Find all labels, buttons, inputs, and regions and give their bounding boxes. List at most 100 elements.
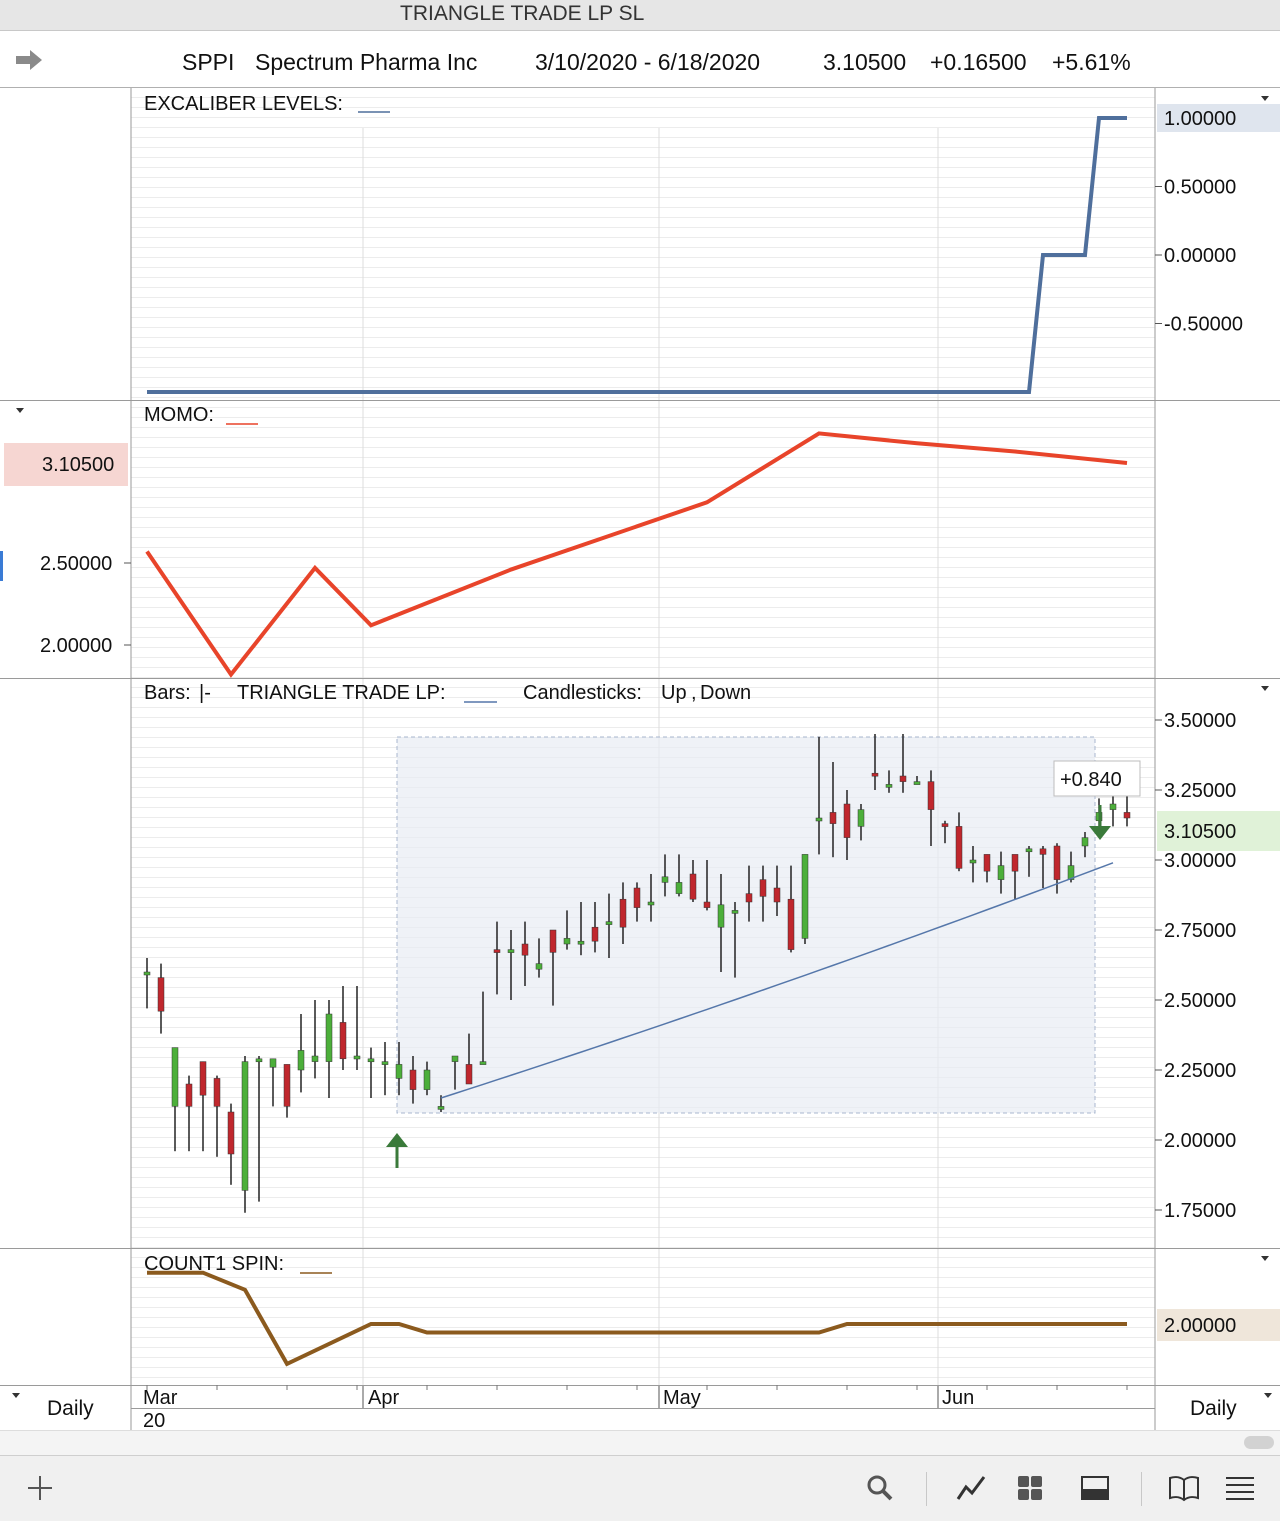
candle-body <box>507 949 515 953</box>
candle-body <box>255 1058 263 1063</box>
candle-body <box>885 784 893 788</box>
candle-body <box>619 898 627 928</box>
bars-swatch: |- <box>199 682 211 704</box>
toolbar-separator <box>926 1472 927 1506</box>
forward-arrow-icon[interactable] <box>14 49 44 77</box>
candle-body <box>1123 812 1131 819</box>
y-tick-label: 0.00000 <box>1164 245 1236 267</box>
momo-side-marker <box>0 551 3 581</box>
scroll-thumb[interactable] <box>1244 1436 1274 1449</box>
excaliber-line <box>147 116 1127 394</box>
candle-body <box>773 887 781 903</box>
symbol: SPPI <box>182 49 235 75</box>
count1-plot-bg <box>131 1249 1155 1385</box>
grid-icon[interactable] <box>1012 1470 1048 1506</box>
momo-menu-icon[interactable] <box>16 408 24 413</box>
candle-body <box>633 887 641 908</box>
count1-menu-icon[interactable] <box>1261 1256 1269 1261</box>
price-menu-icon[interactable] <box>1261 686 1269 691</box>
frequency-left[interactable]: Daily <box>47 1397 94 1420</box>
y-tick-label: 2.25000 <box>1164 1060 1236 1082</box>
candle-body <box>591 926 599 942</box>
candle-body <box>297 1050 305 1071</box>
company-name: Spectrum Pharma Inc <box>255 49 478 75</box>
excaliber-current-label: 1.00000 <box>1164 108 1236 130</box>
count1-title: COUNT1 SPIN: <box>144 1253 284 1275</box>
candle-body <box>325 1013 333 1062</box>
candle-body <box>381 1061 389 1065</box>
candle-body <box>731 910 739 914</box>
month-may: May <box>663 1387 701 1409</box>
chart-area[interactable]: EXCALIBER LEVELS: 0.50000 0.00000 -0.50000… <box>0 88 1280 1430</box>
date-range: 3/10/2020 - 6/18/2020 <box>535 49 761 75</box>
candle-body <box>521 943 529 956</box>
y-tick-label: 2.50000 <box>40 553 112 575</box>
momo-plot-bg <box>131 401 1155 678</box>
moving-average-line <box>440 862 1114 1099</box>
excaliber-title: EXCALIBER LEVELS: <box>144 93 343 115</box>
book-icon[interactable] <box>1166 1470 1202 1506</box>
candle-body <box>563 938 571 945</box>
month-apr: Apr <box>368 1387 399 1409</box>
candle-body <box>227 1111 235 1155</box>
window-titlebar: TRIANGLE TRADE LP SL <box>0 0 1280 31</box>
excaliber-y-axis: 0.50000 0.00000 -0.50000 <box>1155 177 1243 336</box>
candle-body <box>899 775 907 782</box>
plus-icon[interactable] <box>22 1470 58 1506</box>
candle-body <box>199 1061 207 1096</box>
candle-body <box>843 803 851 838</box>
x-axis-ticks <box>146 1385 1128 1390</box>
candle-body <box>787 898 795 950</box>
momo-title: MOMO: <box>144 404 214 426</box>
candle-body <box>913 781 921 785</box>
candle-body <box>647 901 655 906</box>
candle-body <box>1039 848 1047 855</box>
panel-borders <box>0 88 1280 1430</box>
horizontal-scrollbar[interactable] <box>0 1430 1280 1455</box>
freq-right-menu-icon[interactable] <box>1264 1393 1272 1398</box>
bars-label: Bars: <box>144 682 191 704</box>
freq-left-menu-icon[interactable] <box>12 1393 20 1398</box>
candle-body <box>171 1047 179 1107</box>
buy-arrow-icon <box>386 1133 408 1168</box>
triangle-label: TRIANGLE TRADE LP: <box>237 682 446 704</box>
month-jun: Jun <box>942 1387 974 1409</box>
candle-body <box>423 1069 431 1090</box>
y-tick-label: 1.75000 <box>1164 1200 1236 1222</box>
candle-body <box>829 812 837 824</box>
candle-body <box>493 949 501 953</box>
momo-current-label: 3.10500 <box>42 454 114 476</box>
count1-current-label: 2.00000 <box>1164 1315 1236 1337</box>
candle-body <box>479 1061 487 1065</box>
candle-body <box>759 879 767 897</box>
candle-body <box>927 781 935 810</box>
candle-body <box>409 1069 417 1090</box>
candle-body <box>801 854 809 939</box>
symbol-info-bar: SPPI Spectrum Pharma Inc 3/10/2020 - 6/1… <box>0 31 1280 88</box>
candle-body <box>311 1055 319 1062</box>
menu-icon[interactable] <box>1222 1470 1258 1506</box>
y-tick-label: 2.50000 <box>1164 990 1236 1012</box>
candle-body <box>367 1058 375 1063</box>
frequency-right[interactable]: Daily <box>1190 1397 1237 1420</box>
y-tick-label: 2.00000 <box>40 635 112 657</box>
panel-icon[interactable] <box>1077 1470 1113 1506</box>
gain-callout <box>1053 760 1141 797</box>
y-tick-label: 0.50000 <box>1164 177 1236 199</box>
excaliber-menu-icon[interactable] <box>1261 96 1269 101</box>
candle-body <box>605 921 613 925</box>
candle-body <box>1067 865 1075 880</box>
candle-body <box>941 823 949 827</box>
y-tick-label: 3.25000 <box>1164 780 1236 802</box>
y-tick-label: 3.50000 <box>1164 710 1236 732</box>
candle-body <box>675 882 683 894</box>
candle-body <box>339 1022 347 1060</box>
y-tick-label: -0.50000 <box>1164 314 1243 336</box>
count1-current-badge <box>1157 1309 1280 1341</box>
momo-line <box>145 431 1128 678</box>
price-change-pct: +5.61% <box>1052 49 1131 75</box>
candle-body <box>241 1061 249 1191</box>
search-icon[interactable] <box>862 1470 898 1506</box>
month-mar: Mar <box>143 1387 178 1409</box>
line-chart-icon[interactable] <box>953 1470 989 1506</box>
